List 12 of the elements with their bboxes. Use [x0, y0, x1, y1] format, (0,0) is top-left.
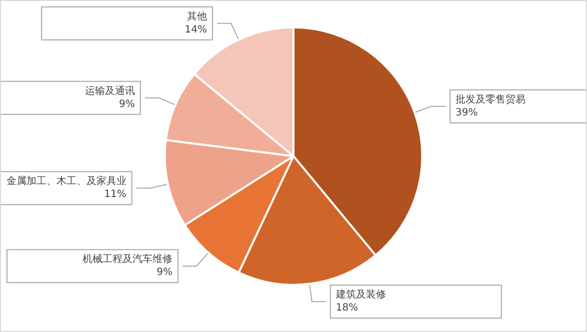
slice-label: 金属加工、木工、及家具业	[6, 175, 126, 188]
data-label: 9%	[156, 267, 172, 278]
slice-label: 其他	[187, 10, 208, 22]
data-label: 14%	[184, 24, 208, 36]
data-label: 9%	[118, 98, 135, 110]
slice-label: 运输及通讯	[84, 84, 135, 97]
data-label: 11%	[104, 189, 126, 200]
data-label: 18%	[336, 302, 358, 314]
slice-label: 机械工程及汽车维修	[82, 253, 172, 266]
slice-label: 建筑及装修	[334, 288, 386, 301]
data-label: 39%	[456, 107, 478, 118]
slice-label: 批发及零售贸易	[456, 93, 526, 106]
